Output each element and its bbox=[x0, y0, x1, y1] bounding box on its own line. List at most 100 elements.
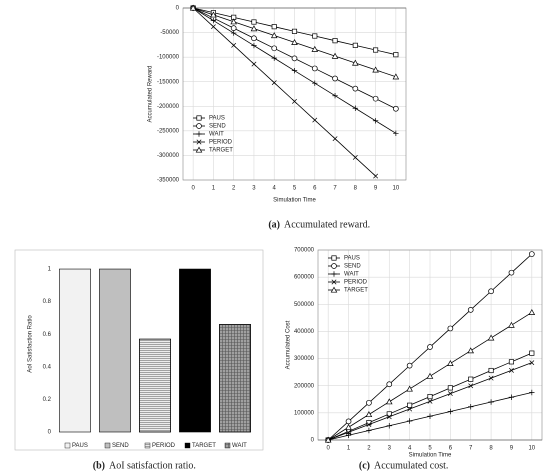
data-point bbox=[528, 309, 536, 315]
x-tick-label: 1 bbox=[212, 186, 216, 192]
data-point bbox=[487, 334, 495, 341]
data-point bbox=[386, 381, 393, 388]
x-tick-label: 3 bbox=[388, 446, 392, 452]
data-point bbox=[529, 389, 535, 396]
data-point bbox=[251, 61, 257, 67]
data-point bbox=[292, 98, 297, 104]
data-point bbox=[393, 52, 399, 58]
data-point bbox=[406, 385, 413, 392]
data-point bbox=[426, 372, 434, 379]
data-point bbox=[373, 173, 379, 179]
data-point bbox=[332, 75, 338, 82]
legend-label: PAUS bbox=[344, 256, 360, 262]
data-point bbox=[366, 399, 372, 406]
data-point bbox=[251, 19, 257, 25]
legend-label: PERIOD bbox=[209, 140, 233, 146]
data-point bbox=[291, 55, 298, 62]
x-tick-label: 5 bbox=[293, 186, 297, 192]
legend-marker bbox=[331, 279, 337, 285]
y-tick-label: 1 bbox=[48, 267, 52, 273]
y-tick-label: 0 bbox=[311, 438, 315, 444]
legend-label: WAIT bbox=[232, 443, 247, 449]
data-point bbox=[427, 344, 433, 350]
y-tick-label: 700000 bbox=[294, 248, 315, 254]
data-point bbox=[352, 42, 358, 48]
data-point bbox=[386, 411, 392, 417]
y-tick-label: 0.6 bbox=[43, 332, 52, 338]
data-point bbox=[312, 80, 318, 86]
legend-marker bbox=[196, 115, 202, 121]
data-point bbox=[447, 391, 453, 397]
x-tick-label: 4 bbox=[273, 186, 277, 192]
data-point bbox=[312, 33, 318, 39]
x-axis-title: Simulation Time bbox=[409, 453, 452, 459]
legend-marker bbox=[196, 131, 202, 137]
data-point bbox=[345, 423, 352, 430]
data-point bbox=[447, 360, 454, 367]
data-point bbox=[393, 130, 399, 137]
legend-marker bbox=[196, 139, 202, 145]
legend-label: PAUS bbox=[72, 443, 88, 449]
data-point bbox=[407, 402, 413, 408]
data-point bbox=[324, 436, 332, 443]
data-point bbox=[271, 80, 277, 86]
chart-frame bbox=[14, 249, 264, 451]
caption: AoI satisfaction ratio. bbox=[109, 460, 196, 471]
data-point bbox=[291, 67, 298, 74]
caption-label: (c) bbox=[359, 460, 370, 471]
legend-marker bbox=[330, 286, 338, 293]
data-point bbox=[345, 418, 352, 425]
x-tick-label: 10 bbox=[393, 186, 400, 192]
legend-label: SEND bbox=[112, 443, 129, 449]
x-tick-label: 6 bbox=[449, 446, 453, 452]
data-point bbox=[488, 288, 494, 295]
y-tick-label: 300000 bbox=[294, 356, 315, 362]
data-point bbox=[372, 66, 379, 73]
data-point bbox=[392, 73, 400, 80]
data-point bbox=[311, 45, 319, 52]
legend-marker bbox=[331, 255, 337, 261]
data-point bbox=[467, 307, 474, 313]
data-point bbox=[291, 28, 298, 34]
y-tick-label: 0 bbox=[176, 6, 180, 12]
x-tick-label: 6 bbox=[313, 186, 317, 192]
data-point bbox=[312, 117, 318, 123]
bar bbox=[99, 268, 131, 433]
data-point bbox=[352, 154, 358, 160]
data-point bbox=[231, 42, 237, 48]
data-point bbox=[372, 118, 379, 124]
data-point bbox=[345, 432, 352, 438]
data-point bbox=[386, 423, 392, 429]
data-point bbox=[406, 362, 413, 369]
y-tick-label: -100000 bbox=[157, 55, 180, 61]
x-tick-label: 3 bbox=[252, 186, 256, 192]
legend-label: PAUS bbox=[209, 116, 225, 122]
x-tick-label: 7 bbox=[469, 446, 473, 452]
data-point bbox=[447, 408, 454, 415]
data-point bbox=[385, 398, 393, 405]
data-point bbox=[271, 45, 278, 52]
legend-label: SEND bbox=[344, 264, 361, 270]
data-point bbox=[352, 85, 359, 92]
legend-label: PERIOD bbox=[152, 443, 176, 449]
x-tick-label: 8 bbox=[354, 186, 358, 192]
y-tick-label: -50000 bbox=[160, 30, 179, 36]
data-point bbox=[346, 429, 351, 435]
y-tick-label: 0.4 bbox=[43, 364, 52, 370]
data-point bbox=[529, 360, 535, 366]
data-point bbox=[393, 105, 399, 112]
data-point bbox=[386, 414, 392, 420]
caption: Accumulated cost. bbox=[374, 460, 448, 471]
data-point bbox=[366, 422, 372, 427]
data-point bbox=[468, 404, 474, 410]
data-point bbox=[210, 11, 217, 18]
x-tick-label: 7 bbox=[333, 186, 337, 192]
data-point bbox=[251, 42, 257, 49]
legend-label: WAIT bbox=[344, 272, 359, 278]
data-point bbox=[468, 376, 474, 382]
x-tick-label: 0 bbox=[191, 186, 195, 192]
x-tick-label: 8 bbox=[489, 446, 493, 452]
data-point bbox=[488, 367, 494, 374]
bar-hatch bbox=[219, 324, 251, 433]
